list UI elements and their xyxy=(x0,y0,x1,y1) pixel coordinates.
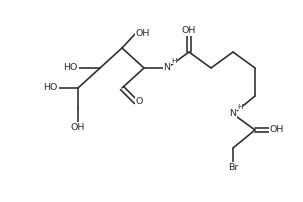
Text: OH: OH xyxy=(136,28,150,38)
Text: H: H xyxy=(171,58,177,64)
Text: OH: OH xyxy=(270,125,285,135)
Text: Br: Br xyxy=(228,163,238,172)
Text: H: H xyxy=(237,104,243,110)
Text: N: N xyxy=(164,63,171,73)
Text: O: O xyxy=(136,98,143,106)
Text: OH: OH xyxy=(182,26,196,35)
Text: HO: HO xyxy=(44,83,58,93)
Text: HO: HO xyxy=(64,63,78,73)
Text: OH: OH xyxy=(71,123,85,132)
Text: N: N xyxy=(229,109,237,119)
